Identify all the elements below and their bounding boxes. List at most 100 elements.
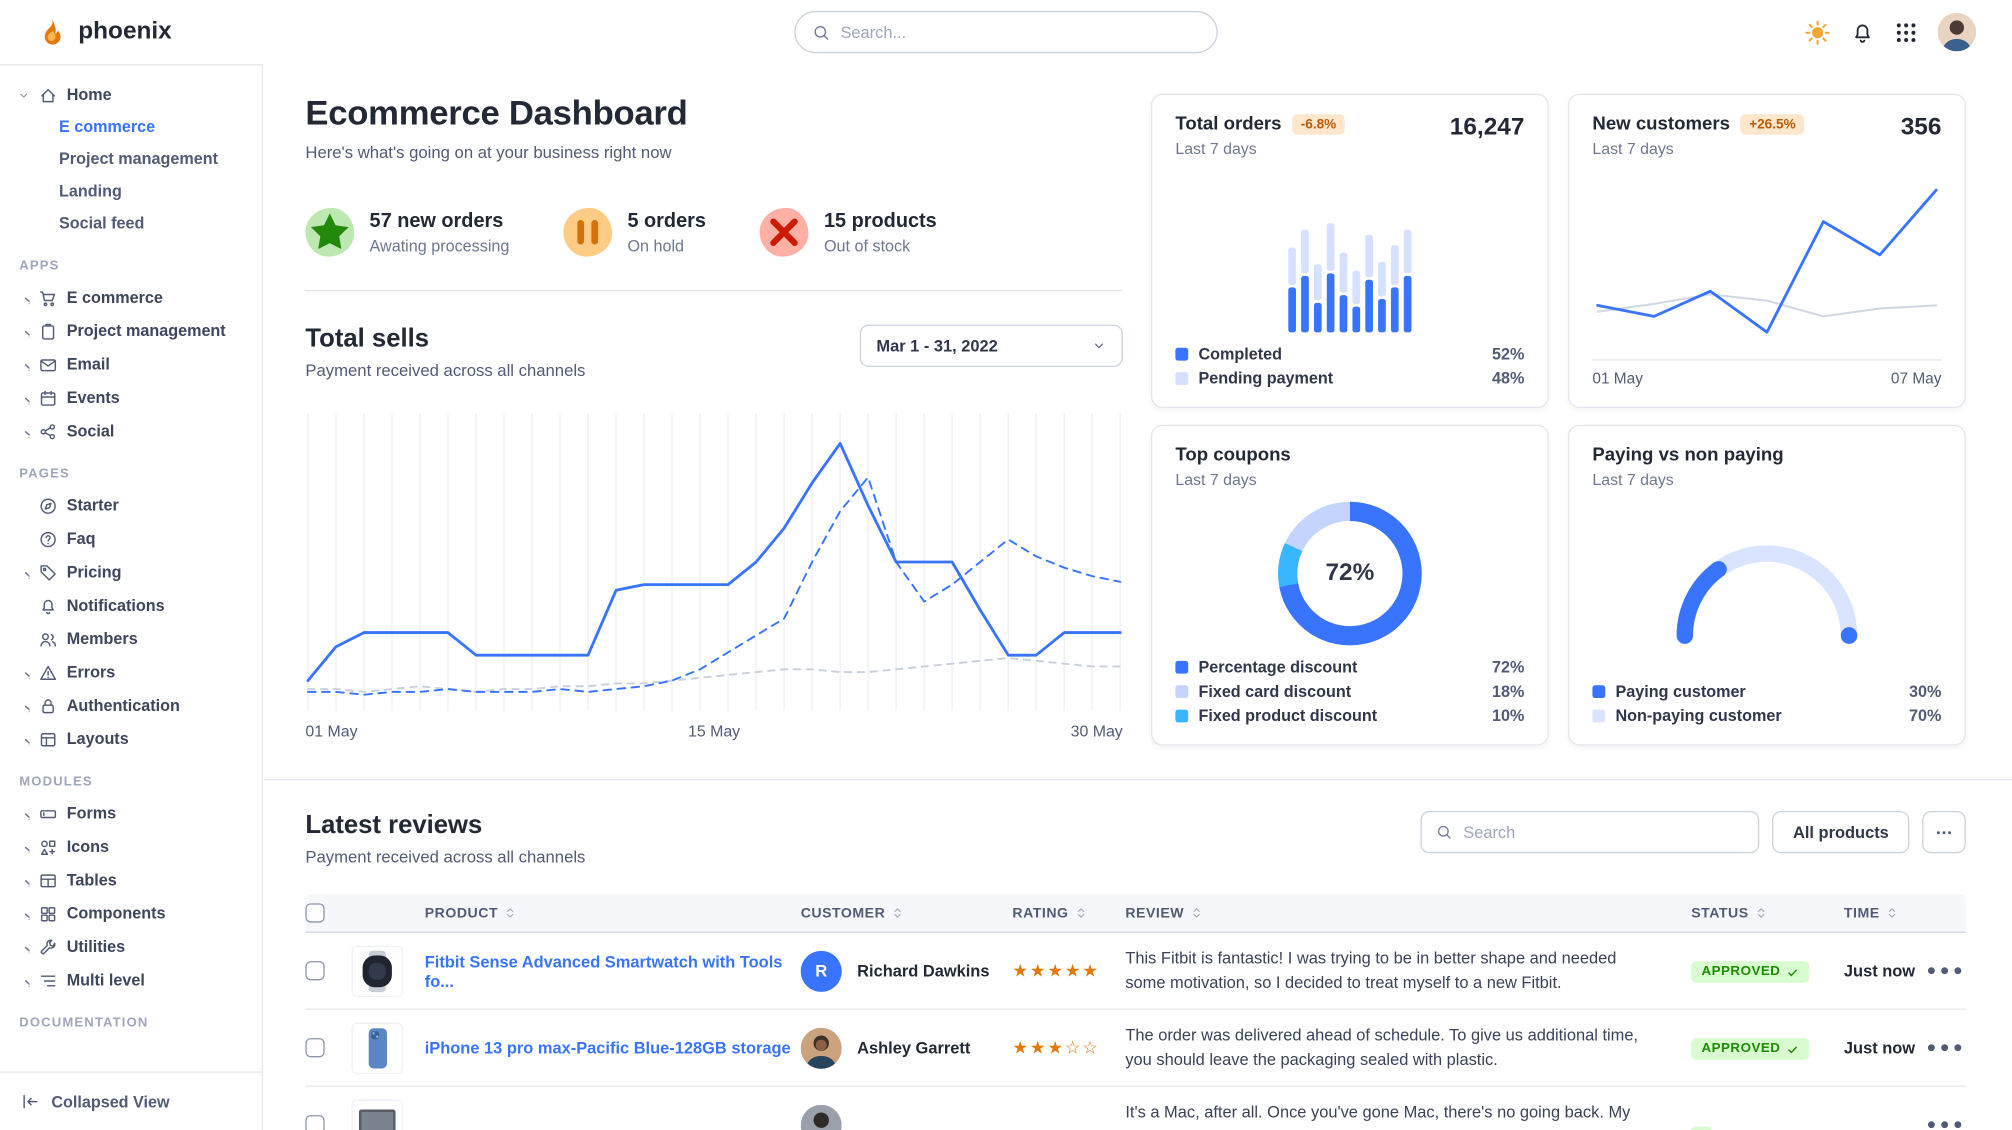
sidebar-subitem-landing[interactable]: Landing xyxy=(59,182,122,201)
sidebar-item-errors[interactable]: Errors xyxy=(18,656,249,689)
sidebar-item-label: Social xyxy=(66,422,115,441)
search-input[interactable] xyxy=(840,22,1200,42)
column-header-rating[interactable]: RATING xyxy=(1012,905,1125,921)
customer-cell[interactable]: Ashley Garrett xyxy=(800,1027,1013,1069)
customer-cell[interactable]: R Richard Dawkins xyxy=(800,950,1013,992)
card-title: Paying vs non paying xyxy=(1592,445,1784,466)
sidebar-item-forms[interactable]: Forms xyxy=(18,797,249,830)
sidebar-item-icons[interactable]: Icons xyxy=(18,830,249,863)
kpi-cards: Total orders -6.8% Last 7 days 16,247 Co… xyxy=(1150,93,1966,746)
bell-icon xyxy=(38,596,57,615)
latest-reviews-section: Latest reviews Payment received across a… xyxy=(305,810,1966,1130)
column-header-customer[interactable]: CUSTOMER xyxy=(801,905,1013,921)
stat-label: Awating processing xyxy=(369,236,510,255)
theme-toggle-sun-icon[interactable] xyxy=(1804,19,1831,46)
sidebar-item-social[interactable]: Social xyxy=(18,414,249,447)
chevron-right-icon xyxy=(18,874,30,887)
chevron-right-icon xyxy=(18,425,30,437)
sidebar-item-notifications[interactable]: Notifications xyxy=(18,589,249,622)
chevron-right-icon xyxy=(18,700,30,712)
sidebar-item-pricing[interactable]: Pricing xyxy=(18,556,249,589)
row-actions-icon[interactable] xyxy=(1923,1104,1965,1130)
chevron-right-icon xyxy=(18,841,30,853)
sidebar-item-authentication[interactable]: Authentication xyxy=(18,689,249,722)
x-icon xyxy=(760,208,809,257)
sidebar-item-email[interactable]: Email xyxy=(18,348,249,381)
sidebar-item-home[interactable]: Home xyxy=(18,78,249,111)
product-link[interactable]: iPhone 13 pro max-Pacific Blue-128GB sto… xyxy=(424,1038,791,1058)
user-avatar-image xyxy=(1937,12,1977,52)
row-actions-icon[interactable] xyxy=(1923,950,1965,992)
orders-bar xyxy=(1390,244,1399,333)
search-icon xyxy=(1436,824,1453,841)
sidebar-subitem-ecommerce[interactable]: E commerce xyxy=(59,118,156,137)
row-checkbox[interactable] xyxy=(305,1115,325,1130)
sidebar-item-utilities[interactable]: Utilities xyxy=(18,930,249,963)
date-range-select[interactable]: Mar 1 - 31, 2022 xyxy=(859,324,1123,367)
tag-icon xyxy=(38,563,57,582)
navbar-actions xyxy=(1804,12,1977,52)
sidebar-item-tables[interactable]: Tables xyxy=(18,864,249,897)
sidebar-section-documentation: DOCUMENTATION xyxy=(19,1016,149,1031)
row-actions-icon[interactable] xyxy=(1923,1027,1965,1069)
sidebar-item-components[interactable]: Components xyxy=(18,897,249,930)
sidebar-item-events[interactable]: Events xyxy=(18,381,249,414)
product-link[interactable]: Fitbit Sense Advanced Smartwatch with To… xyxy=(424,951,783,990)
check-icon xyxy=(1786,966,1799,979)
sidebar-item-project-management-app[interactable]: Project management xyxy=(18,314,249,347)
sidebar-item-label: Errors xyxy=(66,663,116,682)
column-header-time[interactable]: TIME xyxy=(1844,905,1924,921)
global-search[interactable] xyxy=(794,10,1218,54)
sidebar-item-layouts[interactable]: Layouts xyxy=(18,722,249,755)
stat-label: Out of stock xyxy=(823,236,911,255)
sidebar-item-multi-level[interactable]: Multi level xyxy=(18,964,249,997)
sidebar-item-members[interactable]: Members xyxy=(18,622,249,655)
sidebar-item-label: Email xyxy=(66,355,110,374)
sidebar-item-faq[interactable]: Faq xyxy=(18,522,249,555)
table-row: It's a Mac, after all. Once you've gone … xyxy=(305,1087,1965,1130)
row-checkbox[interactable] xyxy=(305,1038,325,1058)
customer-cell[interactable] xyxy=(800,1104,1013,1130)
all-products-button[interactable]: All products xyxy=(1772,810,1910,854)
sidebar-subitem-project-management[interactable]: Project management xyxy=(59,150,218,169)
sidebar-subitem-social-feed[interactable]: Social feed xyxy=(59,214,145,233)
legend-row: Fixed card discount 18% xyxy=(1175,683,1524,701)
collapsed-view-toggle[interactable]: Collapsed View xyxy=(0,1071,262,1130)
reviews-search[interactable] xyxy=(1420,810,1760,854)
cart-icon xyxy=(38,288,57,307)
sidebar-item-starter[interactable]: Starter xyxy=(18,489,249,522)
legend-value: 10% xyxy=(1492,707,1525,725)
apps-grid-icon[interactable] xyxy=(1894,20,1918,44)
more-options-button[interactable] xyxy=(1922,810,1966,854)
row-checkbox[interactable] xyxy=(305,961,325,981)
paying-gauge-chart xyxy=(1592,489,1941,683)
brand-logo[interactable]: phoenix xyxy=(36,16,172,48)
collapsed-view-label: Collapsed View xyxy=(51,1092,170,1111)
customers-line-main xyxy=(1598,190,1937,332)
date-range-value: Mar 1 - 31, 2022 xyxy=(876,336,998,356)
reviews-title: Latest reviews xyxy=(305,810,483,840)
user-avatar[interactable] xyxy=(1937,12,1977,52)
review-text: This Fitbit is fantastic! I was trying t… xyxy=(1125,948,1617,992)
reviews-search-input[interactable] xyxy=(1463,822,1745,842)
star-rating: ★★★★★ xyxy=(1012,960,1100,980)
reviews-subtitle: Payment received across all channels xyxy=(305,846,586,867)
sidebar-item-ecommerce-app[interactable]: E commerce xyxy=(18,281,249,314)
new-customers-chart xyxy=(1592,158,1941,357)
column-header-product[interactable]: PRODUCT xyxy=(352,905,801,921)
paying-gauge-svg xyxy=(1676,544,1858,644)
column-header-status[interactable]: STATUS xyxy=(1691,905,1844,921)
components-icon xyxy=(38,904,57,923)
notifications-bell-icon[interactable] xyxy=(1850,20,1874,44)
select-all-checkbox[interactable] xyxy=(305,903,325,923)
star-rating: ★★★☆☆ xyxy=(1012,1037,1100,1057)
review-time: Just now xyxy=(1843,1038,1916,1058)
column-header-review[interactable]: REVIEW xyxy=(1125,905,1691,921)
wrench-icon xyxy=(38,937,57,956)
pause-blob-icon xyxy=(563,207,613,257)
card-period: Last 7 days xyxy=(1592,139,1674,158)
share-icon xyxy=(38,422,57,441)
sort-icon xyxy=(1885,906,1899,920)
chevron-right-icon xyxy=(18,975,30,987)
